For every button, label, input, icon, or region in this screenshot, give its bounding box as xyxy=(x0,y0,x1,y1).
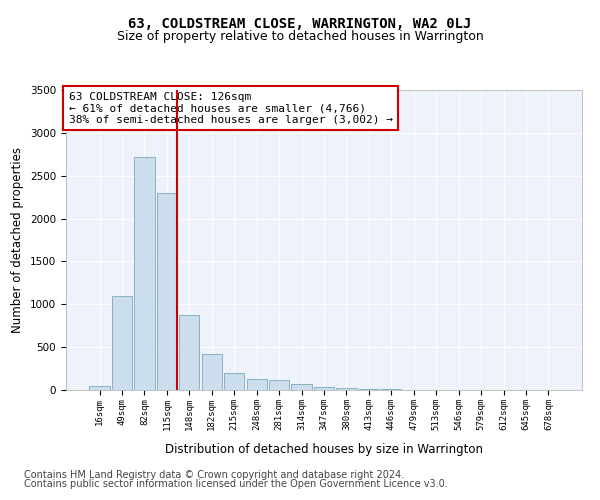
Bar xyxy=(179,316,199,390)
Text: Contains public sector information licensed under the Open Government Licence v3: Contains public sector information licen… xyxy=(24,479,448,489)
Bar xyxy=(112,296,132,390)
Bar xyxy=(224,373,244,390)
Bar xyxy=(269,380,289,390)
Bar xyxy=(89,386,110,390)
Bar xyxy=(314,386,334,390)
Y-axis label: Number of detached properties: Number of detached properties xyxy=(11,147,25,333)
Text: Distribution of detached houses by size in Warrington: Distribution of detached houses by size … xyxy=(165,442,483,456)
Bar xyxy=(359,389,379,390)
Bar xyxy=(157,193,177,390)
Bar xyxy=(292,384,311,390)
Text: Contains HM Land Registry data © Crown copyright and database right 2024.: Contains HM Land Registry data © Crown c… xyxy=(24,470,404,480)
Bar xyxy=(202,354,222,390)
Bar xyxy=(247,379,267,390)
Text: Size of property relative to detached houses in Warrington: Size of property relative to detached ho… xyxy=(116,30,484,43)
Text: 63 COLDSTREAM CLOSE: 126sqm
← 61% of detached houses are smaller (4,766)
38% of : 63 COLDSTREAM CLOSE: 126sqm ← 61% of det… xyxy=(68,92,392,124)
Bar xyxy=(337,388,356,390)
Bar xyxy=(134,157,155,390)
Text: 63, COLDSTREAM CLOSE, WARRINGTON, WA2 0LJ: 63, COLDSTREAM CLOSE, WARRINGTON, WA2 0L… xyxy=(128,18,472,32)
